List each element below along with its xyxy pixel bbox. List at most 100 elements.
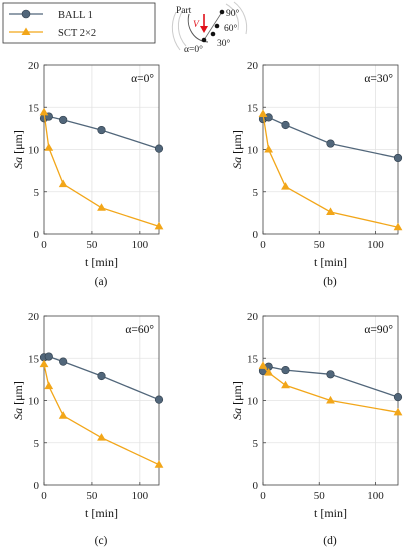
y-tick-label: 0: [253, 229, 259, 241]
data-point-sct: [258, 361, 268, 369]
x-tick-label: 100: [132, 490, 149, 502]
series-sct: [39, 107, 164, 230]
legend-label-sct: SCT 2×2: [58, 28, 96, 39]
y-axis-label-symbol: Sa: [11, 408, 25, 420]
y-axis-label: Sa [μm]: [230, 381, 244, 420]
y-axis-label: Sa [μm]: [11, 381, 25, 420]
data-point-ball: [44, 352, 53, 361]
legend-marker-sct: [21, 27, 31, 35]
series-ball: [39, 352, 164, 404]
data-point-sct: [44, 143, 54, 151]
inset-schematic: Part V 90° 60° 30° α=0°: [171, 1, 248, 55]
data-point-ball: [326, 139, 335, 148]
y-tick-label: 20: [28, 60, 40, 72]
flow-line-2: [171, 11, 181, 51]
y-tick-label: 20: [247, 311, 259, 323]
inset-angle-30: 30°: [217, 38, 231, 49]
flow-line-3: [225, 3, 239, 31]
panel-caption: (b): [323, 276, 337, 288]
x-axis-label: t [min]: [314, 255, 347, 269]
chart-panel-2: 0 5 10 15 20 0 50 100 t [min] Sa [μm] α=30° (b): [230, 60, 403, 288]
alpha-annotation: α=0°: [131, 73, 154, 85]
series-ball: [39, 112, 164, 153]
data-point-sct: [154, 221, 164, 230]
y-tick-label: 5: [34, 187, 40, 199]
data-point-sct: [264, 368, 274, 376]
data-point-sct: [44, 381, 54, 390]
data-point-sct: [326, 207, 335, 216]
data-point-sct: [258, 109, 268, 118]
data-point-ball: [97, 371, 106, 381]
legend-label-ball: BALL 1: [58, 10, 93, 21]
x-axis-label: t [min]: [85, 255, 118, 269]
data-point-sct: [393, 222, 403, 231]
x-tick-label: 100: [367, 239, 384, 251]
y-axis-label: Sa [μm]: [230, 130, 244, 169]
x-tick-label: 0: [41, 490, 47, 502]
x-tick-label: 100: [132, 239, 149, 251]
y-tick-label: 20: [28, 311, 40, 323]
y-tick-label: 10: [28, 396, 40, 408]
data-point-sct: [326, 395, 335, 404]
data-point-ball: [97, 125, 106, 135]
y-axis-label-unit: [μm]: [11, 381, 25, 408]
y-axis-label-symbol: Sa: [230, 408, 244, 420]
legend-marker-ball: [21, 9, 31, 19]
data-point-ball: [59, 115, 68, 125]
flow-line-1: [177, 9, 187, 47]
y-tick-label: 15: [28, 102, 40, 114]
inset-dot-30: [210, 31, 216, 37]
series-sct: [258, 361, 403, 416]
inset-angle-0: α=0°: [184, 44, 203, 55]
x-tick-label: 100: [367, 490, 384, 502]
x-tick-label: 0: [41, 239, 47, 251]
y-tick-label: 15: [247, 102, 259, 114]
data-point-ball: [326, 370, 335, 379]
y-tick-label: 0: [34, 480, 40, 492]
y-tick-label: 15: [28, 353, 40, 365]
y-tick-label: 10: [28, 145, 40, 157]
data-point-ball: [264, 113, 273, 122]
inset-angle-90: 90°: [226, 8, 240, 19]
chart-panel-1: 0 5 10 15 20 0 50 100 t [min] Sa [μm] α=0° (a): [11, 60, 164, 288]
data-point-sct: [97, 433, 106, 441]
x-tick-label: 50: [314, 490, 326, 502]
y-axis-label-unit: [μm]: [230, 381, 244, 408]
y-axis-label-symbol: Sa: [11, 157, 25, 169]
data-point-ball: [281, 120, 290, 130]
alpha-annotation: α=30°: [364, 73, 393, 85]
data-point-sct: [39, 359, 49, 368]
x-tick-label: 50: [86, 239, 98, 251]
y-tick-label: 5: [34, 438, 40, 450]
legend-entry-ball: BALL 1: [9, 9, 93, 21]
chart-panel-4: 0 5 10 15 20 0 50 100 t [min] Sa [μm] α=90° (d): [230, 311, 403, 547]
panel-caption: (c): [95, 535, 108, 547]
y-axis-label-symbol: Sa: [230, 157, 244, 169]
y-axis-label-unit: [μm]: [11, 130, 25, 157]
inset-dot-90: [219, 9, 225, 15]
data-point-ball: [393, 153, 403, 163]
data-point-sct: [281, 182, 290, 190]
panel-caption: (a): [95, 276, 108, 288]
data-point-ball: [154, 144, 164, 153]
y-tick-label: 5: [253, 187, 259, 199]
data-point-sct: [39, 107, 49, 116]
x-tick-label: 0: [260, 490, 266, 502]
y-tick-label: 5: [253, 438, 259, 450]
alpha-annotation: α=90°: [364, 324, 393, 336]
inset-part-label: Part: [176, 6, 192, 16]
alpha-annotation: α=60°: [125, 324, 154, 336]
x-tick-label: 50: [314, 239, 326, 251]
x-axis-label: t [min]: [85, 506, 118, 520]
y-tick-label: 15: [247, 353, 259, 365]
legend-box: [2, 2, 156, 44]
inset-dot-60: [214, 23, 220, 29]
series-sct: [258, 109, 403, 231]
inset-angle-line: [203, 11, 223, 41]
inset-velocity-label: V: [193, 20, 200, 30]
velocity-arrow-head: [200, 26, 208, 33]
y-tick-label: 0: [253, 480, 259, 492]
data-point-sct: [264, 144, 274, 153]
y-tick-label: 0: [34, 229, 40, 241]
